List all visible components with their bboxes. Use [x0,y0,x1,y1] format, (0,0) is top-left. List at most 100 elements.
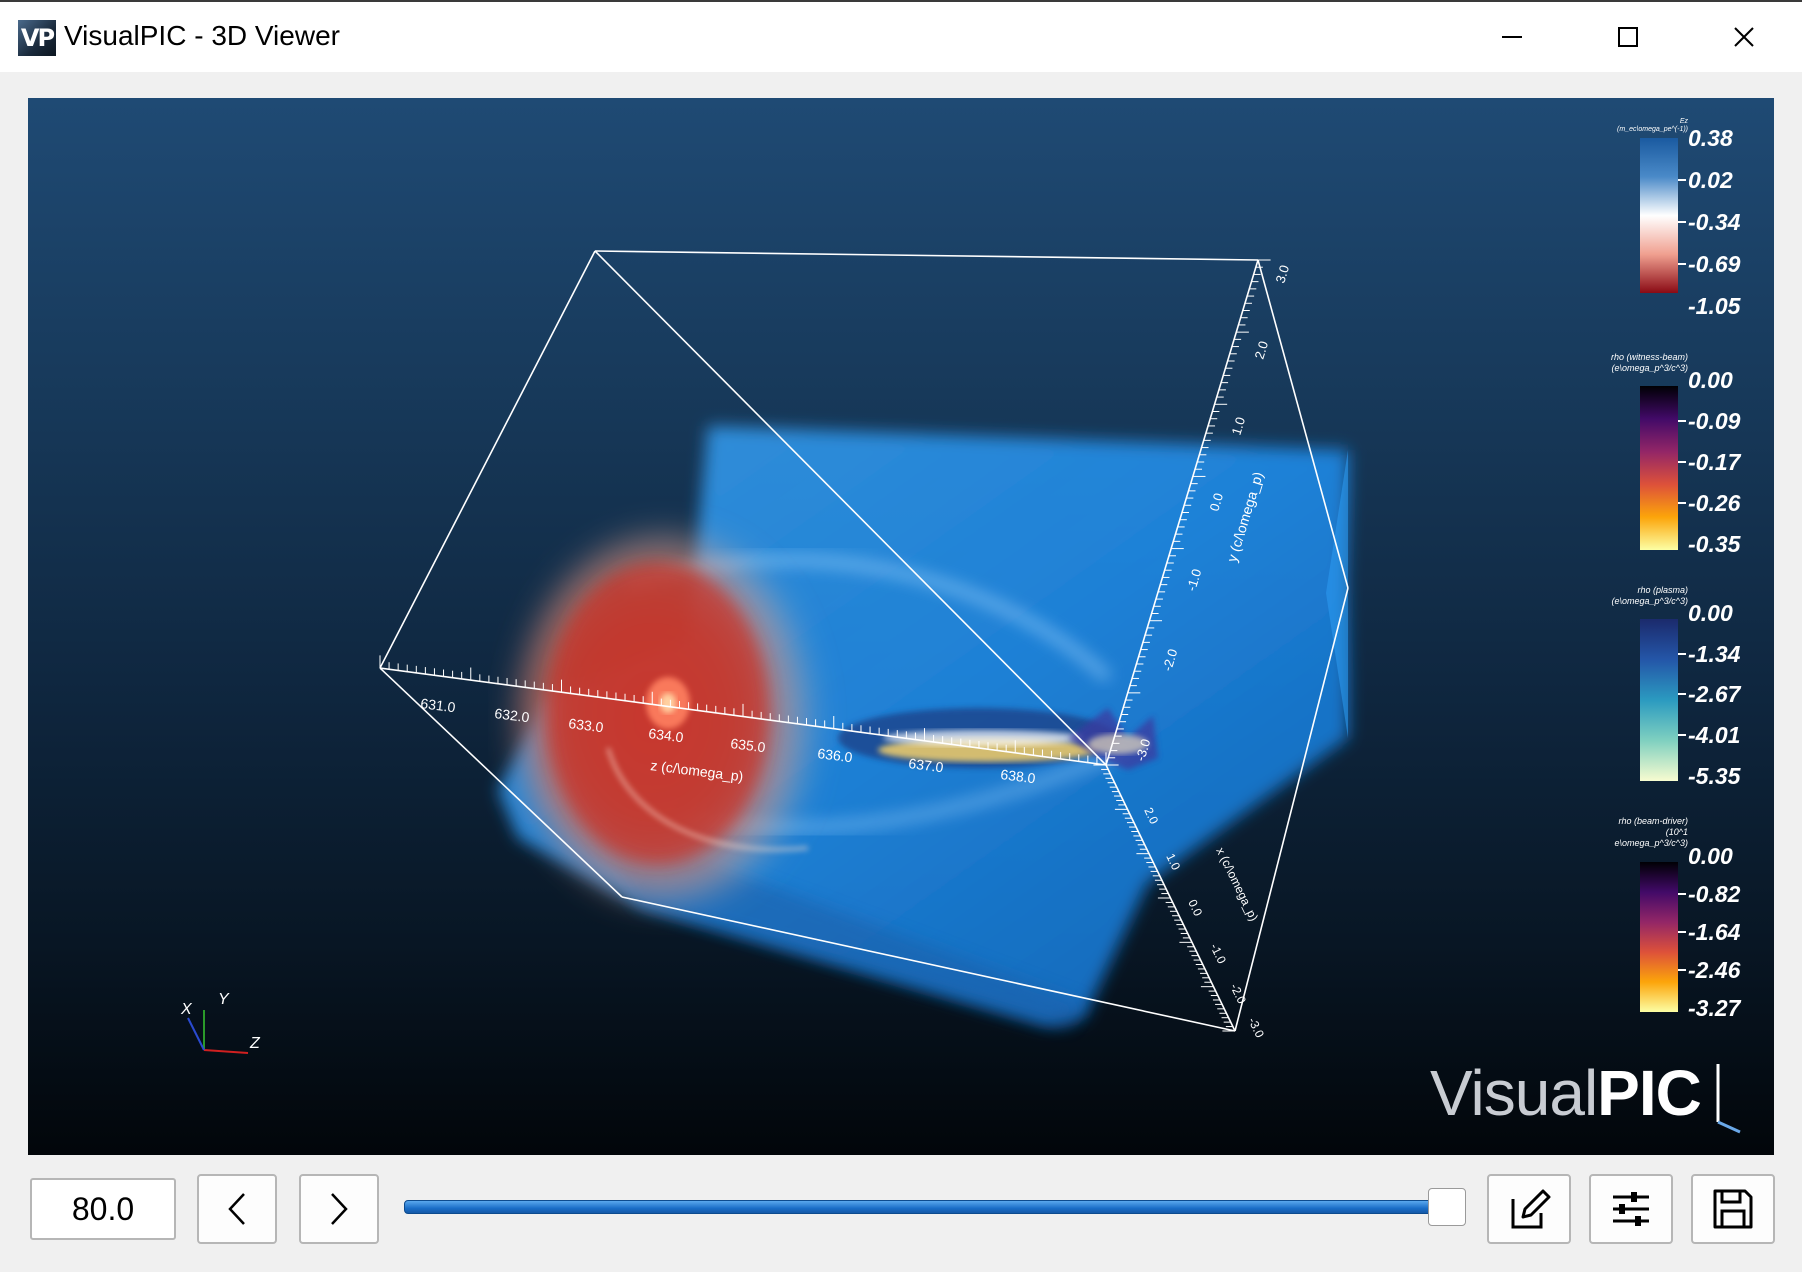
orientation-axes-widget: X Y Z [180,991,261,1054]
x-tick-label: 1.0 [1163,851,1183,872]
colorbar-tickmark [1678,693,1686,695]
title-bar: VP VisualPIC - 3D Viewer [0,0,1802,72]
colorbar-tickmark [1678,734,1686,736]
render-viewport[interactable]: 631.0 632.0 633.0 634.0 635.0 636.0 637.… [28,98,1774,1155]
save-button[interactable] [1691,1174,1775,1244]
orientation-z-label: Z [249,1035,261,1052]
colorbar-gradient [1640,138,1678,293]
colorbar-tick: 0.00 [1688,843,1733,869]
orientation-x-label: X [180,1001,193,1018]
colorbar-tickmark [1678,969,1686,971]
colorbar-tickmark [1678,461,1686,463]
y-tick-label: -3.0 [1133,737,1154,763]
x-tick-label: -3.0 [1245,1015,1267,1040]
y-tick-label: 2.0 [1252,339,1272,361]
colorbar-title: Ez (m_ec\omega_pe^(-1)) [1617,118,1688,133]
z-tick-label: 638.0 [1000,766,1037,786]
close-icon [1734,27,1754,47]
colorbar-title: rho (plasma) (e\omega_p^3/c^3) [1611,585,1689,606]
driver-bubble [518,533,818,903]
colorbar-tick: -2.46 [1688,957,1741,983]
colorbar-tickmark [1678,653,1686,655]
chevron-right-icon [331,1193,348,1225]
x-tick-label: 2.0 [1141,805,1161,826]
sliders-icon [1613,1192,1649,1226]
y-axis-ticks [1106,259,1271,766]
close-button[interactable] [1686,2,1802,72]
z-axis-ticks [379,655,1107,765]
colorbar-tick: -4.01 [1688,722,1741,748]
z-tick-label: 634.0 [648,725,685,745]
colorbar-title: rho (witness-beam) (e\omega_p^3/c^3) [1610,352,1688,373]
colorbar-tick: -0.34 [1688,209,1741,235]
colorbar-gradient [1640,386,1678,550]
y-tick-label: 1.0 [1229,415,1249,437]
chevron-left-icon [228,1193,245,1225]
timestep-slider-handle[interactable] [1428,1188,1466,1226]
x-tick-label: 0.0 [1185,897,1205,918]
colorbar-tickmark [1678,221,1686,223]
colorbar-witness-beam: rho (witness-beam) (e\omega_p^3/c^3) 0.0… [1538,352,1774,556]
logo-hook-icon [1716,1064,1741,1134]
colorbar-tick: -1.05 [1688,293,1741,319]
colorbar-tick: -0.69 [1688,251,1741,277]
z-tick-label: 632.0 [494,705,531,725]
frame-value-field[interactable]: 80.0 [30,1178,176,1240]
colorbar-tickmark [1678,179,1686,181]
colorbar-tick: -0.35 [1688,531,1741,557]
x-tick-label: -2.0 [1227,981,1249,1006]
colorbar-plasma: rho (plasma) (e\omega_p^3/c^3) 0.00 -1.3… [1538,585,1774,789]
next-frame-button[interactable] [299,1174,379,1244]
edit-icon [1511,1189,1551,1229]
colorbar-tickmark [1678,931,1686,933]
colorbar-ez: Ez (m_ec\omega_pe^(-1)) 0.38 0.02 -0.34 … [1538,118,1774,318]
z-tick-label: 637.0 [908,755,945,775]
y-tick-label: 0.0 [1207,491,1227,513]
volume-scene: 631.0 632.0 633.0 634.0 635.0 636.0 637.… [180,250,1349,1054]
z-tick-label: 633.0 [568,715,605,735]
y-tick-label: -2.0 [1160,647,1181,673]
maximize-button[interactable] [1570,2,1686,72]
y-tick-label: 3.0 [1273,263,1293,285]
visualpic-logo: VisualPIC [1430,1056,1702,1130]
colorbar-title: rho (beam-driver) (10^1 e\omega_p^3/c^3) [1614,816,1689,848]
colorbar-tickmark [1678,893,1686,895]
previous-frame-button[interactable] [197,1174,277,1244]
minimize-button[interactable] [1454,2,1570,72]
colorbar-tickmark [1678,263,1686,265]
colorbar-tick: -2.67 [1688,681,1741,707]
window-title: VisualPIC - 3D Viewer [64,20,340,51]
colorbar-tick: -1.64 [1688,919,1741,945]
render-settings-button[interactable] [1589,1174,1673,1244]
colorbar-tick: 0.02 [1688,167,1733,193]
colorbar-tick: -3.27 [1688,995,1741,1021]
z-tick-label: 636.0 [817,745,854,765]
app-icon: VP [18,20,56,56]
colorbar-tick: 0.00 [1688,600,1733,626]
x-axis-label: x (c/\omega_p) [1213,845,1261,923]
minimize-icon [1502,36,1522,38]
logo-text-light: Visual [1430,1057,1598,1129]
colorbar-tickmark [1678,502,1686,504]
maximize-icon [1618,27,1638,47]
z-tick-label: 631.0 [420,695,457,715]
colorbar-gradient [1640,619,1678,781]
edit-button[interactable] [1487,1174,1571,1244]
colorbar-tick: -5.35 [1688,763,1741,789]
save-icon [1713,1189,1753,1229]
timestep-slider-track[interactable] [404,1200,1466,1214]
orientation-y-label: Y [218,991,230,1008]
colorbar-tick: 0.38 [1688,125,1733,151]
colorbar-tick: 0.00 [1688,367,1733,393]
z-tick-label: 635.0 [730,735,767,755]
x-tick-label: -1.0 [1207,941,1229,966]
colorbar-tick: -1.34 [1688,641,1741,667]
colorbar-gradient [1640,862,1678,1012]
colorbar-tickmark [1678,420,1686,422]
y-tick-label: -1.0 [1184,567,1205,593]
colorbar-beam-driver: rho (beam-driver) (10^1 e\omega_p^3/c^3)… [1538,816,1774,1020]
colorbar-tick: -0.17 [1688,449,1741,475]
colorbar-tick: -0.82 [1688,881,1741,907]
colorbar-tick: -0.09 [1688,408,1741,434]
colorbar-tick: -0.26 [1688,490,1741,516]
